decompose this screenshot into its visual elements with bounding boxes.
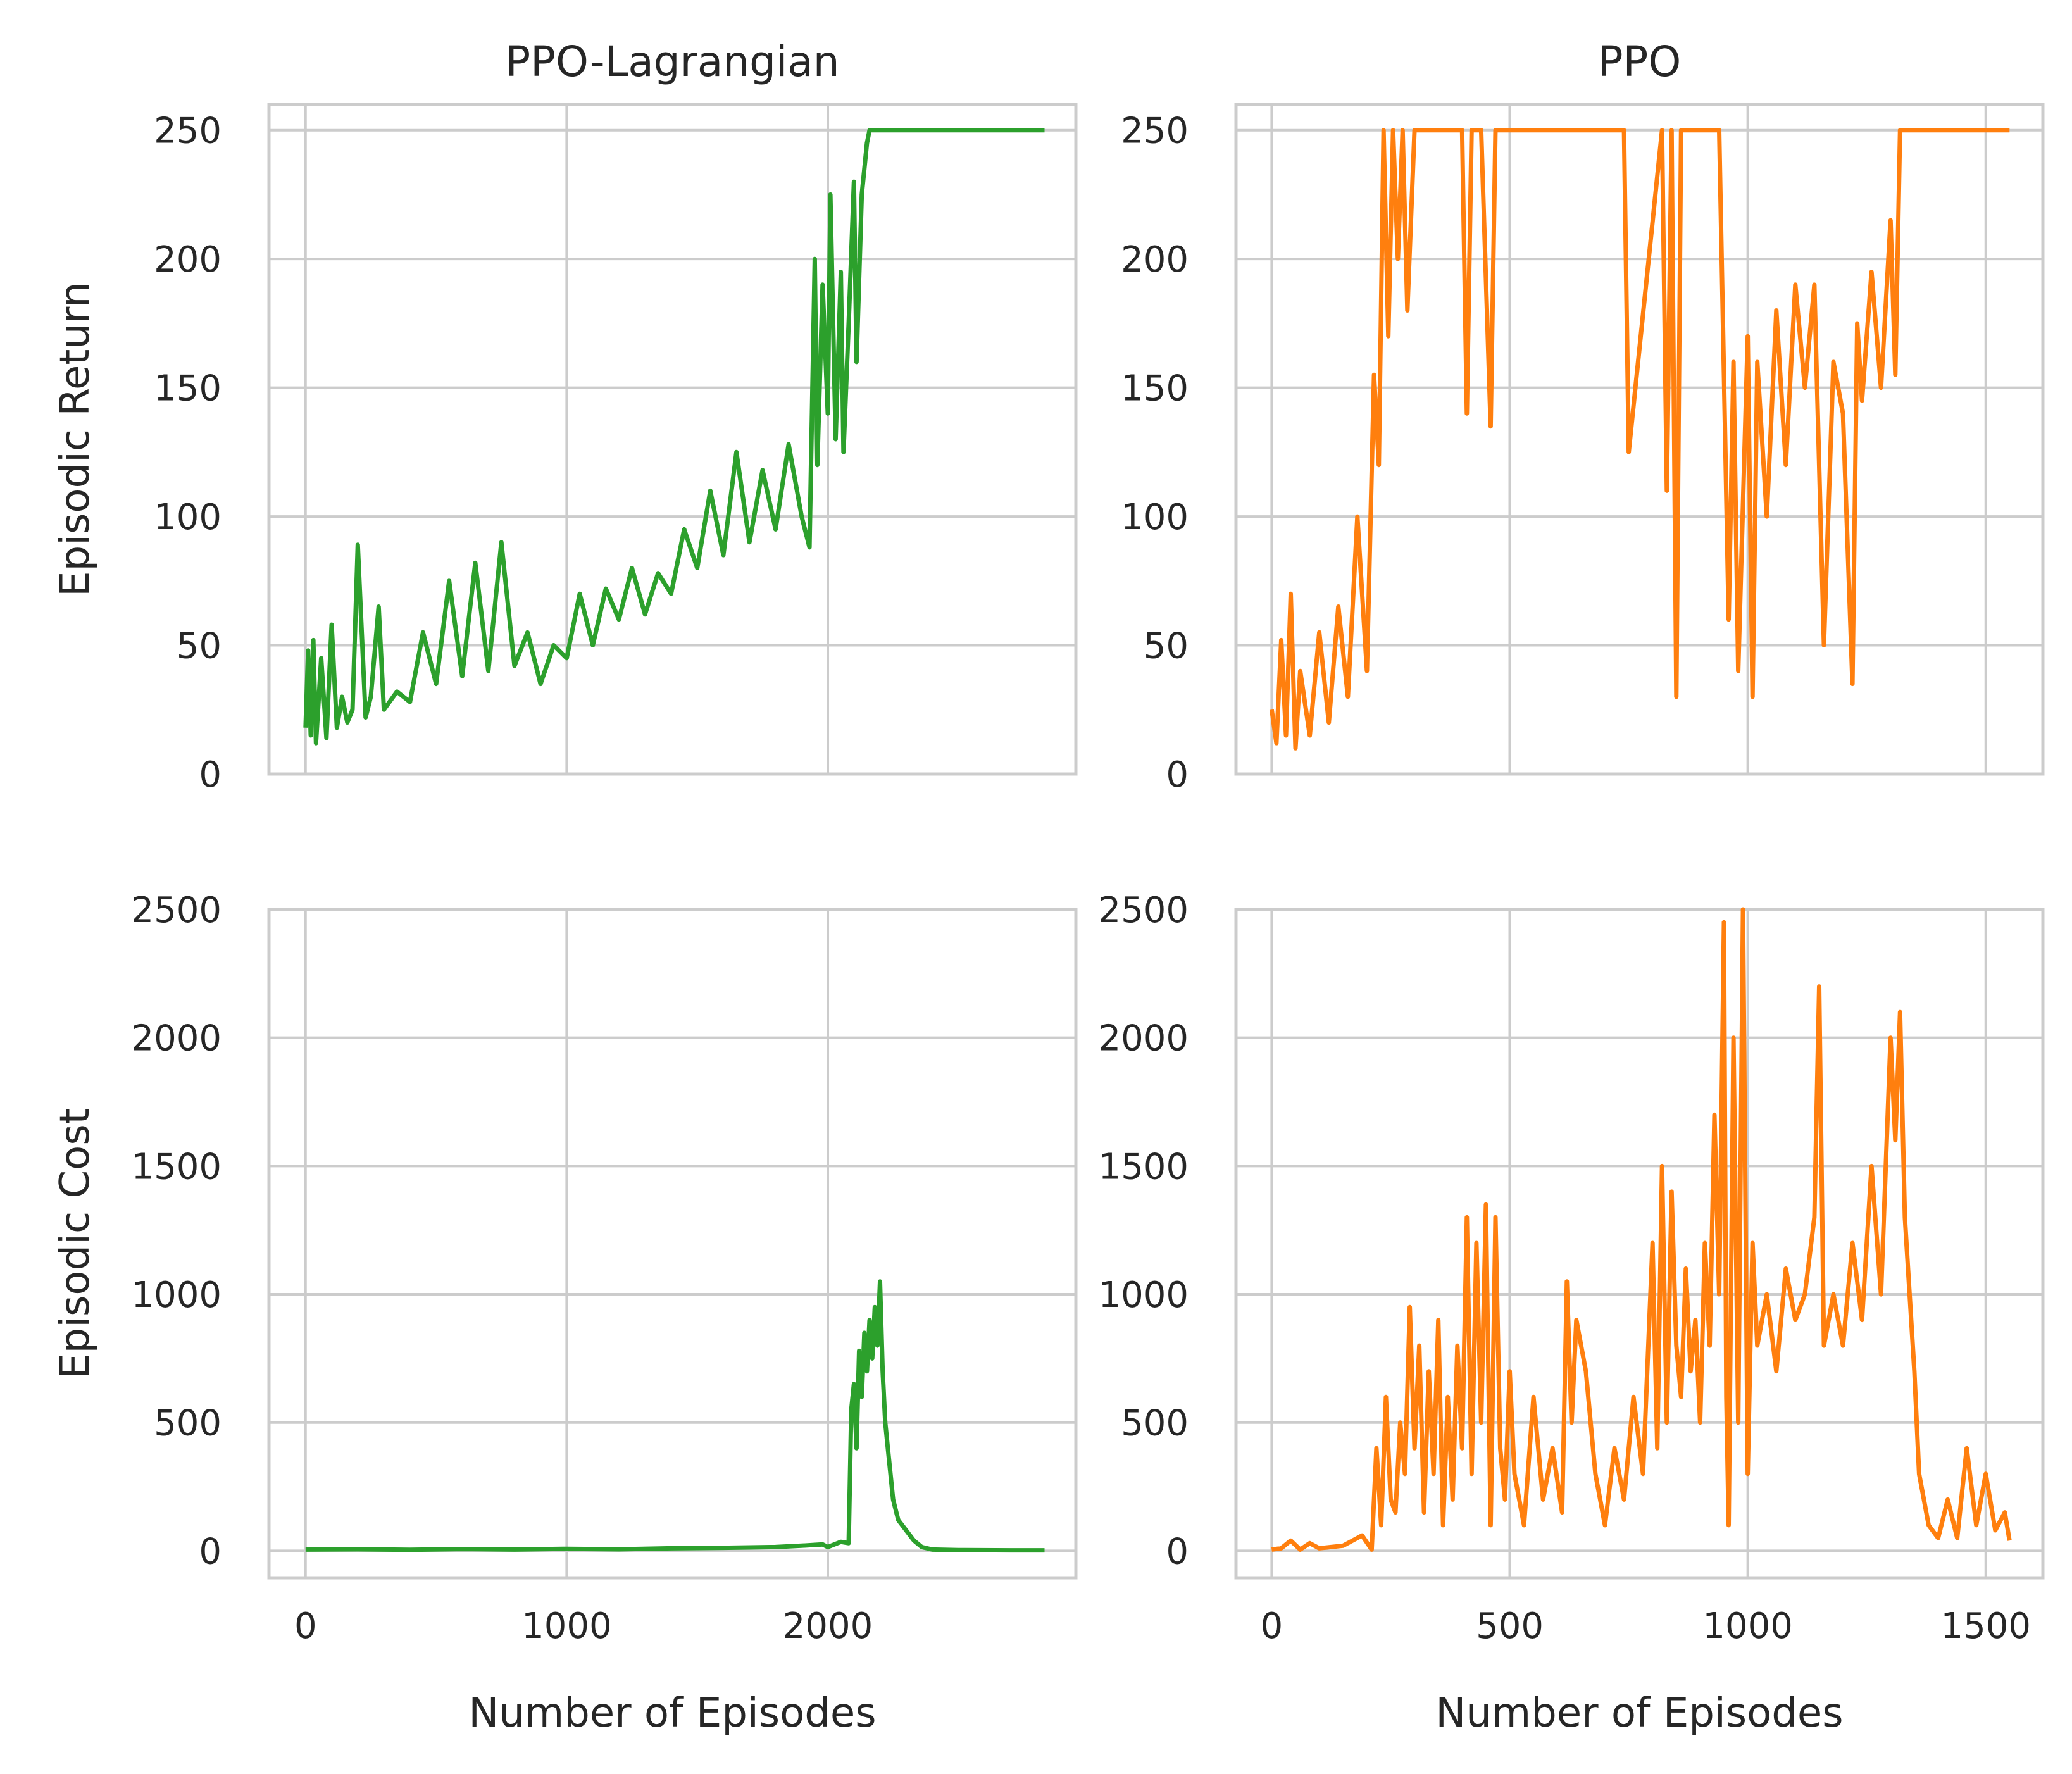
series-line [1271, 907, 2012, 1552]
y-tick-label: 500 [1121, 1403, 1189, 1444]
x-tick-label: 1000 [521, 1606, 612, 1647]
y-tick-label: 2500 [1098, 890, 1189, 931]
gridlines [269, 908, 1076, 1578]
x-tick-labels: 0 1000 2000 [294, 1606, 873, 1647]
y-axis-label: Episodic Cost [52, 1108, 99, 1379]
y-tick-label: 2500 [131, 890, 222, 931]
y-tick-label: 200 [1121, 239, 1189, 280]
x-tick-label: 0 [294, 1606, 317, 1647]
panel-title: PPO [1598, 37, 1682, 86]
x-tick-label: 0 [1261, 1606, 1283, 1647]
y-tick-label: 500 [154, 1403, 222, 1444]
y-tick-label: 0 [199, 754, 222, 796]
y-tick-label: 1000 [1098, 1275, 1189, 1316]
plot-frame [267, 908, 1078, 1580]
series-line [303, 128, 1045, 746]
x-tick-label: 2000 [783, 1606, 873, 1647]
x-tick-label: 1500 [1940, 1606, 2031, 1647]
y-axis-label: Episodic Return [52, 282, 99, 597]
y-tick-label: 250 [154, 111, 222, 152]
y-tick-label: 0 [199, 1531, 222, 1572]
y-tick-label: 2000 [1098, 1018, 1189, 1059]
x-tick-labels: 0 500 1000 1500 [1261, 1606, 2031, 1647]
y-tick-label: 150 [1121, 368, 1189, 409]
y-tick-labels: 0 50 100 150 200 250 [154, 111, 222, 796]
series-line [1269, 128, 2010, 751]
x-axis-label: Number of Episodes [1435, 1690, 1843, 1737]
gridlines [269, 104, 1076, 775]
x-tick-label: 1000 [1702, 1606, 1793, 1647]
y-tick-labels: 0 500 1000 1500 2000 2500 [131, 890, 222, 1572]
x-axis-label: Number of Episodes [468, 1690, 876, 1737]
gridlines [1236, 104, 2043, 775]
y-tick-label: 1500 [1098, 1146, 1189, 1187]
y-tick-labels: 0 50 100 150 200 250 [1121, 111, 1189, 796]
y-tick-label: 250 [1121, 111, 1189, 152]
y-tick-label: 150 [154, 368, 222, 409]
y-tick-label: 50 [1144, 626, 1189, 667]
series-line [305, 1279, 1045, 1553]
panel-ppo-return: 0 50 100 150 200 250 PPO [1121, 37, 2045, 796]
y-tick-labels: 0 500 1000 1500 2000 2500 [1098, 890, 1189, 1572]
panel-ppo-cost: 0 500 1000 1500 2000 2500 0 500 1000 1500 Number… [1098, 890, 2045, 1737]
y-tick-label: 2000 [131, 1018, 222, 1059]
y-tick-label: 200 [154, 239, 222, 280]
panel-title: PPO-Lagrangian [505, 37, 839, 86]
panel-ppo-lagrangian-cost: 0 500 1000 1500 2000 2500 0 1000 2000 Episodic … [52, 890, 1078, 1737]
y-tick-label: 50 [177, 626, 222, 667]
y-tick-label: 1500 [131, 1146, 222, 1187]
plot-frame [267, 103, 1078, 776]
x-tick-label: 500 [1476, 1606, 1544, 1647]
y-tick-label: 0 [1166, 754, 1189, 796]
plot-frame [1234, 908, 2045, 1580]
y-tick-label: 100 [1121, 497, 1189, 538]
y-tick-label: 100 [154, 497, 222, 538]
panel-ppo-lagrangian-return: 0 50 100 150 200 250 PPO-Lagrangian Episodic … [52, 37, 1078, 796]
y-tick-label: 1000 [131, 1275, 222, 1316]
y-tick-label: 0 [1166, 1531, 1189, 1572]
plot-frame [1234, 103, 2045, 776]
